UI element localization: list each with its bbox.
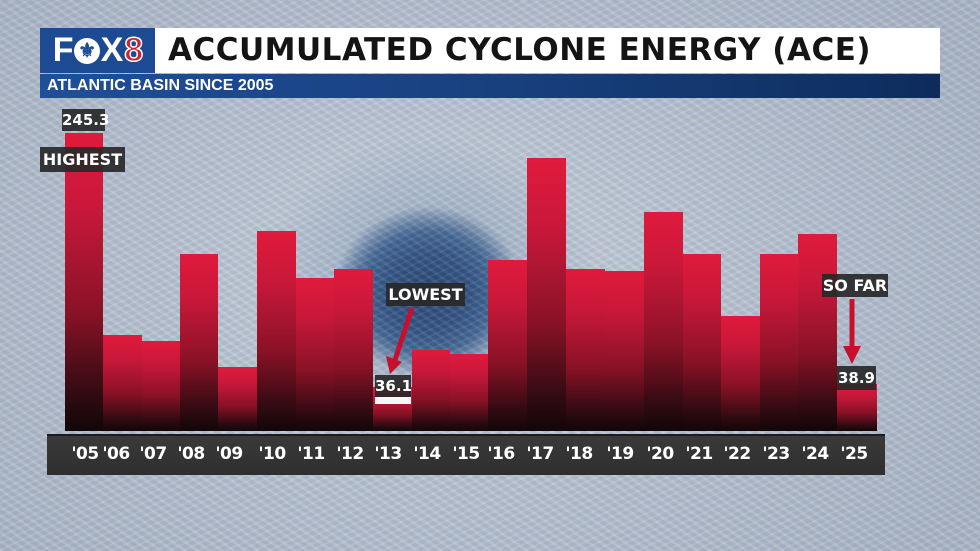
x-tick-label: '13 bbox=[374, 444, 402, 464]
bar-17 bbox=[527, 158, 566, 431]
fox8-logo: F ⚜ X 8 bbox=[40, 28, 155, 73]
x-tick-label: '18 bbox=[565, 444, 593, 464]
x-tick-label: '19 bbox=[606, 444, 634, 464]
x-tick-label: '08 bbox=[177, 444, 205, 464]
bar-12 bbox=[334, 269, 373, 431]
x-tick-label: '07 bbox=[139, 444, 167, 464]
x-tick-label: '21 bbox=[685, 444, 713, 464]
x-axis-strip bbox=[47, 434, 885, 475]
x-tick-label: '06 bbox=[102, 444, 130, 464]
subtitle-bar bbox=[40, 74, 940, 98]
bar-10 bbox=[257, 231, 296, 431]
bar-09 bbox=[218, 367, 257, 431]
so-far-value-label: 38.9 bbox=[837, 366, 876, 390]
x-tick-label: '22 bbox=[723, 444, 751, 464]
x-tick-label: '20 bbox=[646, 444, 674, 464]
logo-8: 8 bbox=[124, 30, 144, 70]
x-tick-label: '17 bbox=[526, 444, 554, 464]
bar-08 bbox=[180, 254, 218, 431]
bar-25 bbox=[837, 384, 877, 431]
bar-20 bbox=[644, 212, 683, 431]
x-tick-label: '11 bbox=[297, 444, 325, 464]
x-tick-label: '24 bbox=[801, 444, 829, 464]
x-tick-label: '09 bbox=[215, 444, 243, 464]
lowest-arrow-icon bbox=[386, 307, 415, 374]
bar-07 bbox=[142, 341, 180, 431]
highest-value-label: 245.3 bbox=[62, 109, 110, 131]
lowest-annotation: LOWEST bbox=[386, 283, 465, 306]
bar-18 bbox=[566, 269, 605, 431]
logo-f: F bbox=[52, 31, 74, 69]
fleur-de-lis-icon: ⚜ bbox=[73, 37, 100, 64]
highest-annotation: HIGHEST bbox=[40, 147, 125, 172]
lowest-value-label: 36.1 bbox=[375, 375, 413, 397]
so-far-annotation: SO FAR bbox=[822, 274, 888, 297]
bar-22 bbox=[721, 316, 760, 431]
bar-14 bbox=[412, 350, 450, 431]
x-tick-label: '12 bbox=[336, 444, 364, 464]
bar-21 bbox=[683, 254, 721, 431]
title-bar bbox=[40, 28, 940, 73]
x-tick-label: '05 bbox=[71, 444, 99, 464]
bar-23 bbox=[760, 254, 798, 431]
x-tick-label: '10 bbox=[258, 444, 286, 464]
bar-05 bbox=[65, 133, 103, 431]
bar-06 bbox=[103, 335, 142, 431]
bar-16 bbox=[488, 260, 527, 431]
x-tick-label: '16 bbox=[487, 444, 515, 464]
x-tick-label: '25 bbox=[840, 444, 868, 464]
chart-title: ACCUMULATED CYCLONE ENERGY (ACE) bbox=[168, 32, 872, 68]
x-tick-label: '15 bbox=[452, 444, 480, 464]
x-tick-label: '14 bbox=[413, 444, 441, 464]
bar-19 bbox=[605, 271, 644, 431]
bar-11 bbox=[296, 278, 334, 431]
chart-subtitle: ATLANTIC BASIN SINCE 2005 bbox=[47, 77, 274, 94]
x-tick-label: '23 bbox=[762, 444, 790, 464]
so-far-arrow-icon bbox=[843, 299, 861, 364]
eyewall-highlight bbox=[375, 397, 411, 404]
bar-24 bbox=[798, 234, 837, 431]
logo-x: X bbox=[100, 31, 124, 69]
bar-15 bbox=[450, 354, 488, 431]
